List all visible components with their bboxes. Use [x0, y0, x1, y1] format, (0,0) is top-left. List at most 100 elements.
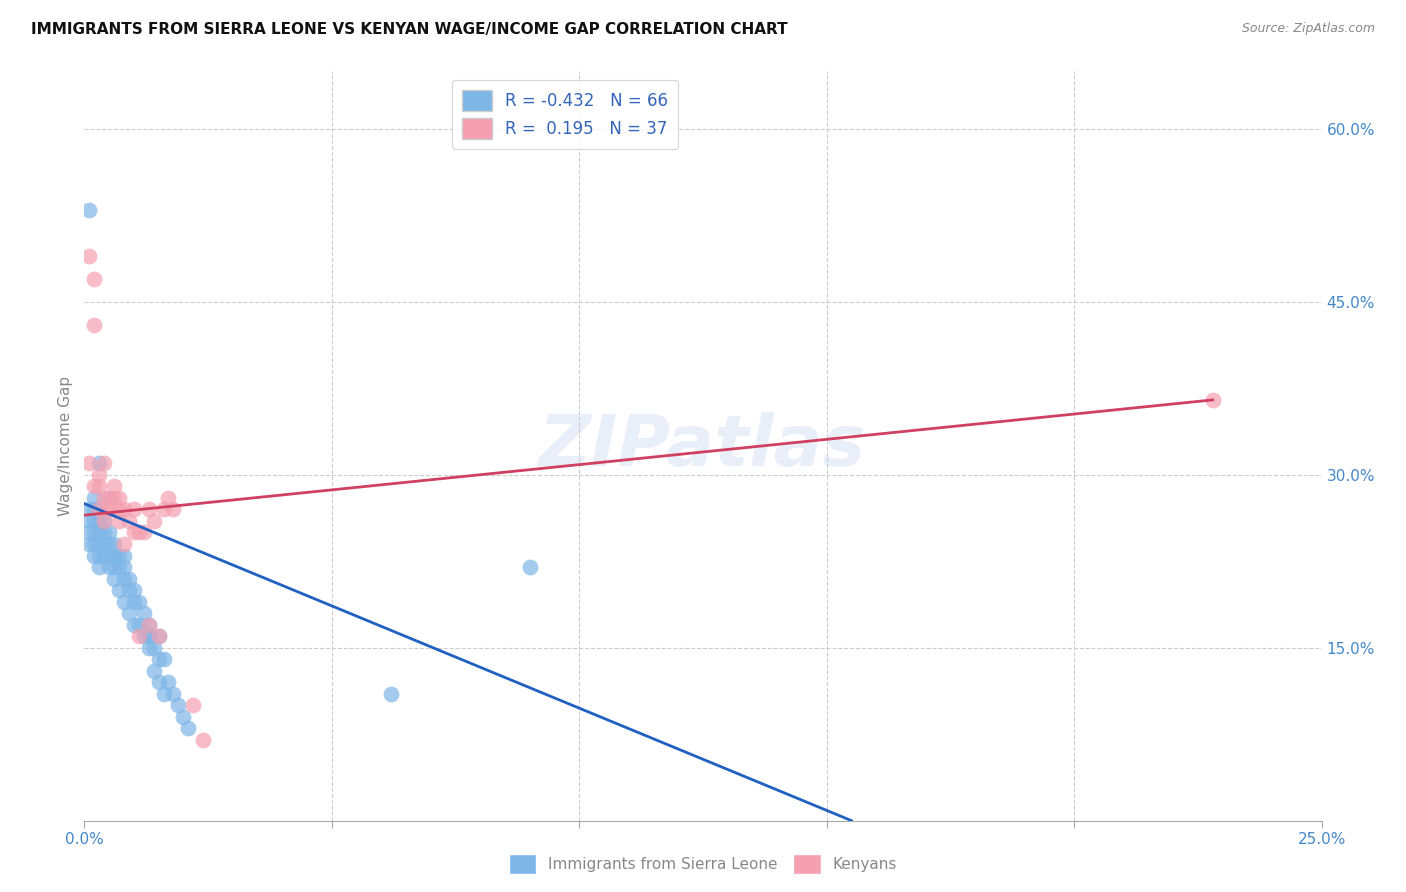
Point — [103, 479, 125, 493]
Point — [79, 537, 101, 551]
Point — [122, 502, 145, 516]
Point — [152, 687, 174, 701]
Point — [89, 549, 111, 563]
Point — [98, 560, 121, 574]
Point — [138, 617, 160, 632]
Point — [112, 537, 135, 551]
Point — [108, 502, 131, 516]
Point — [83, 272, 105, 286]
Point — [128, 629, 150, 643]
Point — [79, 514, 101, 528]
Point — [108, 549, 131, 563]
Point — [98, 549, 121, 563]
Point — [112, 560, 135, 574]
Point — [142, 514, 165, 528]
Point — [122, 594, 145, 608]
Point — [89, 479, 111, 493]
Point — [138, 640, 160, 655]
Point — [112, 572, 135, 586]
Point — [132, 629, 155, 643]
Point — [108, 583, 131, 598]
Point — [93, 525, 115, 540]
Point — [83, 479, 105, 493]
Point — [89, 456, 111, 470]
Point — [122, 583, 145, 598]
Point — [103, 491, 125, 505]
Point — [83, 537, 105, 551]
Point — [83, 502, 105, 516]
Point — [138, 617, 160, 632]
Legend: R = -0.432   N = 66, R =  0.195   N = 37: R = -0.432 N = 66, R = 0.195 N = 37 — [451, 79, 678, 149]
Point — [128, 617, 150, 632]
Point — [89, 502, 111, 516]
Point — [138, 502, 160, 516]
Point — [98, 525, 121, 540]
Point — [157, 675, 180, 690]
Point — [118, 514, 141, 528]
Point — [93, 514, 115, 528]
Text: ZIPatlas: ZIPatlas — [540, 411, 866, 481]
Legend: Immigrants from Sierra Leone, Kenyans: Immigrants from Sierra Leone, Kenyans — [502, 848, 904, 880]
Point — [103, 537, 125, 551]
Point — [148, 629, 170, 643]
Point — [83, 514, 105, 528]
Point — [122, 525, 145, 540]
Point — [83, 318, 105, 332]
Point — [162, 687, 184, 701]
Point — [108, 514, 131, 528]
Point — [89, 560, 111, 574]
Point — [157, 491, 180, 505]
Point — [118, 583, 141, 598]
Point — [93, 549, 115, 563]
Point — [118, 572, 141, 586]
Point — [98, 537, 121, 551]
Point — [79, 249, 101, 263]
Point — [108, 560, 131, 574]
Point — [89, 514, 111, 528]
Point — [142, 664, 165, 678]
Point — [148, 675, 170, 690]
Point — [79, 202, 101, 217]
Point — [122, 617, 145, 632]
Point — [83, 549, 105, 563]
Point — [89, 467, 111, 482]
Point — [152, 502, 174, 516]
Point — [98, 491, 121, 505]
Point — [191, 733, 214, 747]
Point — [89, 502, 111, 516]
Point — [103, 549, 125, 563]
Point — [98, 502, 121, 516]
Point — [83, 525, 105, 540]
Point — [177, 722, 200, 736]
Point — [118, 606, 141, 620]
Point — [112, 549, 135, 563]
Point — [103, 560, 125, 574]
Point — [108, 491, 131, 505]
Y-axis label: Wage/Income Gap: Wage/Income Gap — [58, 376, 73, 516]
Point — [93, 514, 115, 528]
Point — [181, 698, 204, 713]
Point — [93, 456, 115, 470]
Point — [79, 456, 101, 470]
Point — [79, 525, 101, 540]
Point — [112, 594, 135, 608]
Point — [93, 491, 115, 505]
Point — [103, 572, 125, 586]
Point — [132, 525, 155, 540]
Text: Source: ZipAtlas.com: Source: ZipAtlas.com — [1241, 22, 1375, 36]
Point — [519, 560, 541, 574]
Point — [1202, 392, 1225, 407]
Point — [167, 698, 190, 713]
Text: IMMIGRANTS FROM SIERRA LEONE VS KENYAN WAGE/INCOME GAP CORRELATION CHART: IMMIGRANTS FROM SIERRA LEONE VS KENYAN W… — [31, 22, 787, 37]
Point — [148, 629, 170, 643]
Point — [172, 710, 194, 724]
Point — [128, 525, 150, 540]
Point — [89, 537, 111, 551]
Point — [98, 491, 121, 505]
Point — [132, 606, 155, 620]
Point — [98, 502, 121, 516]
Point — [93, 537, 115, 551]
Point — [138, 629, 160, 643]
Point — [148, 652, 170, 666]
Point — [380, 687, 402, 701]
